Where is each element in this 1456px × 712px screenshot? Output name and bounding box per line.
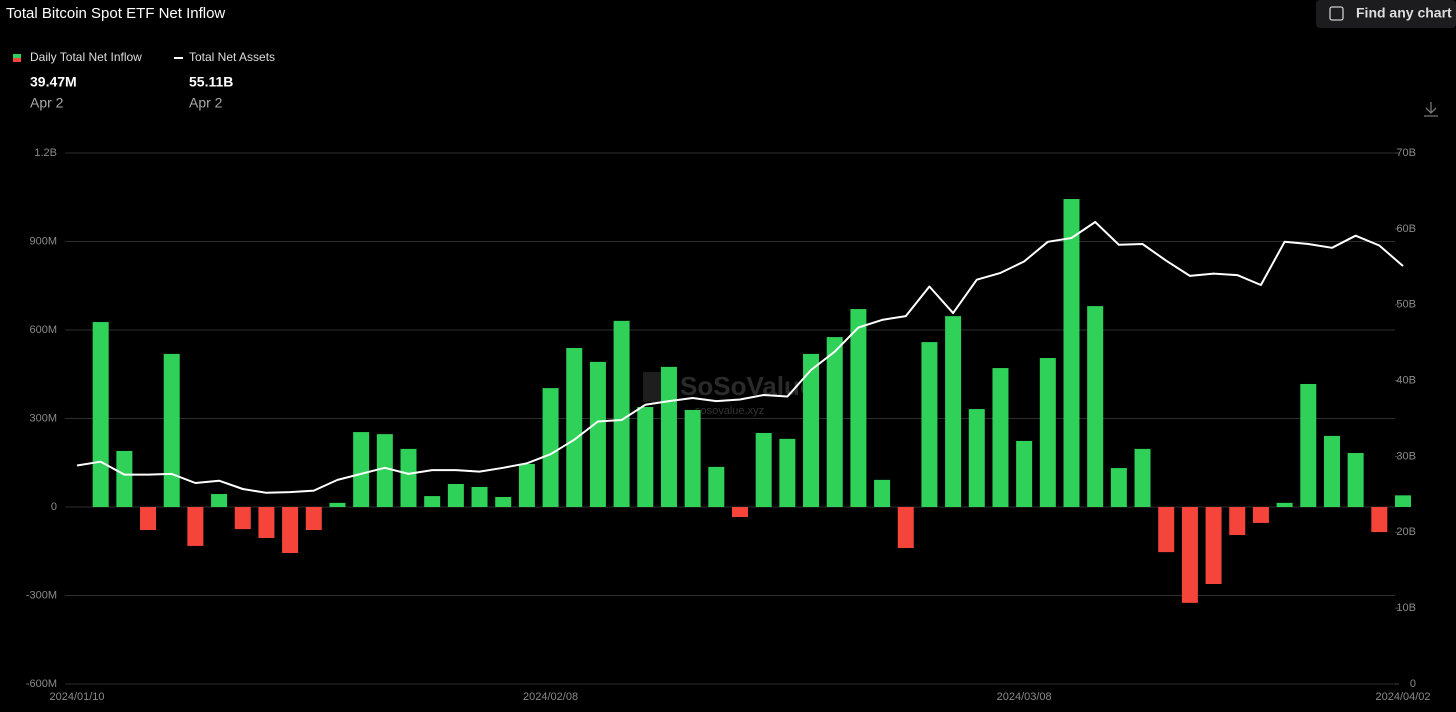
y-tick-label: -300M <box>26 589 57 601</box>
bar <box>1134 448 1151 507</box>
y2-tick-label: 70B <box>1396 147 1416 159</box>
line <box>76 221 1404 494</box>
bar <box>826 337 843 507</box>
x-tick-label: 2024/04/02 <box>1375 691 1430 703</box>
bar <box>518 463 535 507</box>
y2-tick-label: 40B <box>1396 374 1416 386</box>
bar <box>1087 306 1104 507</box>
bar <box>282 507 299 554</box>
bar <box>1205 507 1222 584</box>
bar <box>1110 468 1127 507</box>
bar <box>211 494 228 507</box>
bar <box>850 309 867 507</box>
readout-date: Apr 2 <box>189 95 223 111</box>
bar <box>187 507 204 546</box>
chart-title: Total Bitcoin Spot ETF Net Inflow <box>6 5 225 22</box>
bar <box>353 432 370 507</box>
bar <box>1158 507 1175 553</box>
bar <box>234 507 251 530</box>
bar <box>945 316 962 507</box>
x-tick-label: 2024/01/10 <box>49 691 104 703</box>
bar <box>660 366 677 507</box>
bar <box>495 496 512 507</box>
search-button[interactable]: Find any chart <box>1316 0 1456 28</box>
y2-tick-label: 10B <box>1396 602 1416 614</box>
bar <box>447 483 464 507</box>
bar <box>779 438 796 507</box>
bar <box>613 320 630 507</box>
y-tick-label: 900M <box>29 235 57 247</box>
bar <box>400 448 417 507</box>
bar <box>305 507 322 531</box>
bar <box>803 353 820 507</box>
y2-tick-label: 20B <box>1396 526 1416 538</box>
legend-label: Daily Total Net Inflow <box>30 50 142 64</box>
bar <box>258 507 275 538</box>
bar <box>163 353 180 507</box>
bar <box>708 466 725 507</box>
bar <box>1252 507 1269 523</box>
bar <box>921 342 938 507</box>
bar <box>424 496 441 507</box>
bar <box>1229 507 1246 536</box>
y-tick-label: 300M <box>29 412 57 424</box>
bar <box>1395 495 1411 507</box>
y-tick-label: 600M <box>29 324 57 336</box>
button-bg[interactable] <box>1316 0 1456 28</box>
bar <box>684 409 701 507</box>
bar <box>968 409 985 507</box>
bar <box>992 368 1009 507</box>
bar <box>637 406 654 507</box>
bar <box>1016 440 1033 507</box>
readout-date: Apr 2 <box>30 95 64 111</box>
bar <box>732 507 748 518</box>
bar <box>1181 507 1198 603</box>
readout-value: 39.47M <box>30 74 77 90</box>
bar <box>1371 507 1388 533</box>
button-label[interactable]: Find any chart <box>1356 5 1452 21</box>
bar <box>897 507 914 549</box>
bar <box>1276 502 1293 507</box>
y2-tick-label: 60B <box>1396 223 1416 235</box>
y2-tick-label: 0 <box>1410 678 1416 690</box>
x-tick-label: 2024/02/08 <box>523 691 578 703</box>
bar <box>1323 435 1340 507</box>
y2-tick-label: 50B <box>1396 299 1416 311</box>
bar <box>329 502 346 507</box>
calendar-icon <box>1329 6 1344 21</box>
bar <box>1300 383 1317 507</box>
x-tick-label: 2024/03/08 <box>997 691 1052 703</box>
bar <box>755 432 772 507</box>
readout-value: 55.11B <box>189 74 233 90</box>
bar <box>376 434 393 507</box>
bar <box>874 479 891 507</box>
bar <box>1063 199 1080 507</box>
legend-swatch-bottom <box>13 58 21 62</box>
bar <box>1039 358 1056 507</box>
legend-label: Total Net Assets <box>189 50 275 64</box>
y-tick-label: 0 <box>51 501 57 513</box>
bar <box>1347 453 1364 507</box>
watermark-url: sosovalue.xyz <box>695 405 764 417</box>
bar <box>542 388 559 507</box>
watermark-brand: SoSoValue <box>680 371 814 401</box>
y2-tick-label: 30B <box>1396 450 1416 462</box>
bar <box>471 486 488 507</box>
bar <box>140 507 157 531</box>
y-tick-label: 1.2B <box>34 147 57 159</box>
download-icon[interactable] <box>1424 102 1438 117</box>
bar <box>589 361 606 507</box>
y-tick-label: -600M <box>26 678 57 690</box>
bar <box>116 450 133 507</box>
bar <box>92 322 109 507</box>
legend-swatch-top <box>13 54 21 58</box>
bar <box>566 347 583 507</box>
